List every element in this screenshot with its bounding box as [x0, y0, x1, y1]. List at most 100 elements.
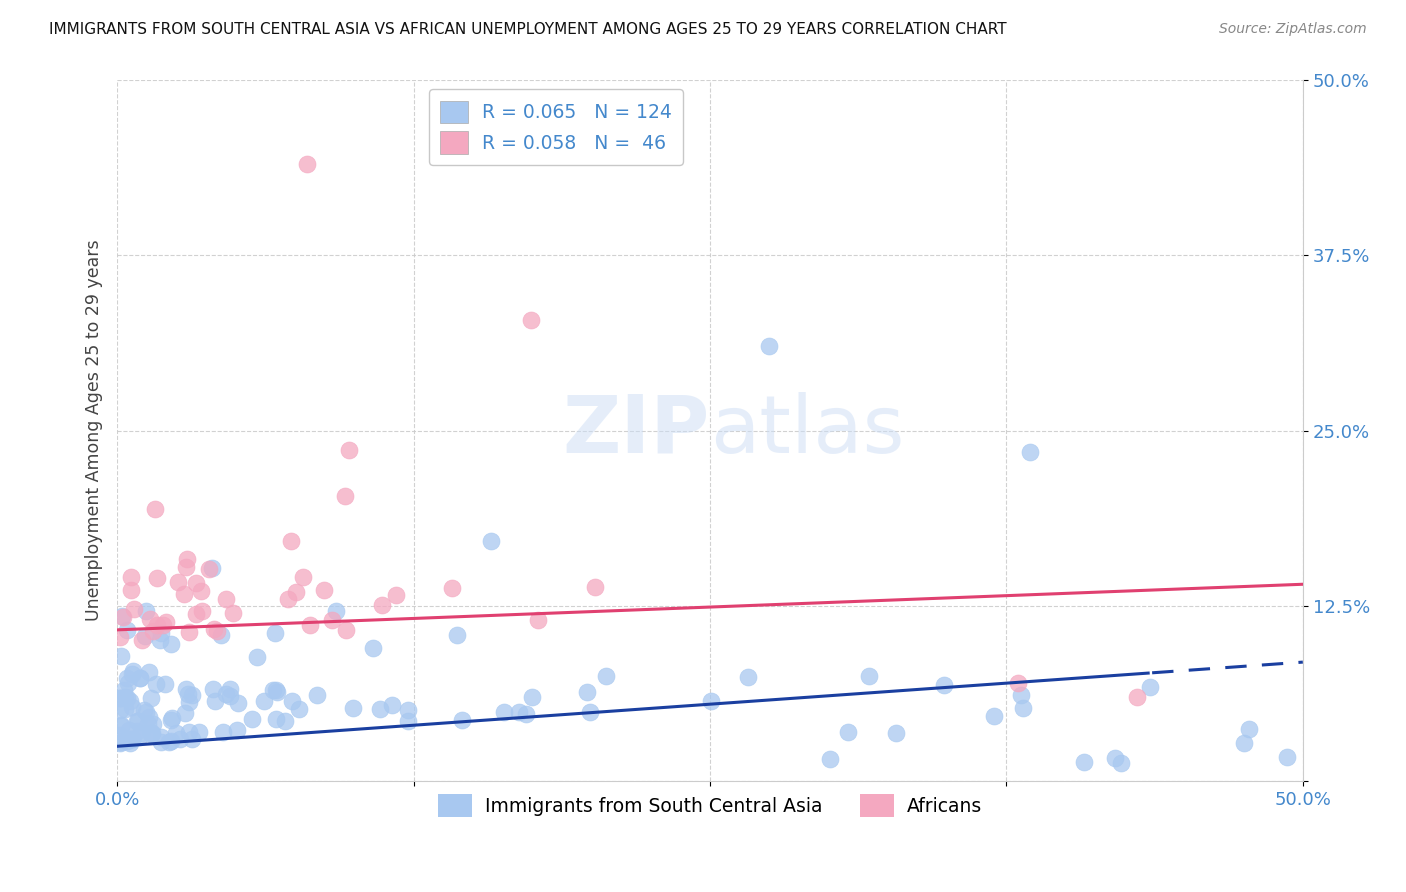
Point: [190, 583, 212, 598]
Point: [325, 603, 347, 617]
Point: [288, 702, 311, 716]
Point: [201, 560, 224, 574]
Point: [146, 571, 169, 585]
Point: [108, 703, 131, 717]
Point: [138, 710, 160, 724]
Point: [215, 687, 238, 701]
Point: [108, 630, 131, 644]
Point: [361, 640, 384, 655]
Point: [139, 612, 162, 626]
Point: [190, 604, 212, 618]
Point: [700, 693, 723, 707]
Point: [305, 688, 328, 702]
Point: [527, 613, 550, 627]
Point: [131, 726, 153, 740]
Point: [115, 691, 138, 706]
Point: [1011, 701, 1033, 715]
Point: [266, 684, 288, 698]
Point: [201, 682, 224, 697]
Point: [219, 681, 242, 696]
Point: [520, 690, 543, 704]
Point: [177, 624, 200, 639]
Point: [1139, 681, 1161, 695]
Point: [520, 313, 543, 327]
Point: [983, 708, 1005, 723]
Point: [209, 628, 232, 642]
Point: [225, 723, 247, 737]
Point: [121, 667, 143, 681]
Point: [110, 648, 132, 663]
Text: ZIP: ZIP: [562, 392, 710, 470]
Point: [153, 677, 176, 691]
Point: [128, 671, 150, 685]
Point: [385, 588, 408, 602]
Point: [118, 736, 141, 750]
Point: [291, 570, 314, 584]
Point: [165, 725, 187, 739]
Point: [176, 687, 198, 701]
Point: [583, 580, 606, 594]
Point: [115, 734, 138, 748]
Point: [820, 751, 842, 765]
Point: [758, 339, 780, 353]
Point: [934, 678, 956, 692]
Point: [132, 703, 155, 717]
Point: [222, 606, 245, 620]
Point: [110, 718, 132, 732]
Point: [246, 650, 269, 665]
Point: [141, 691, 163, 706]
Point: [117, 723, 139, 738]
Point: [280, 533, 302, 548]
Point: [141, 726, 163, 740]
Point: [127, 723, 149, 738]
Point: [121, 731, 143, 746]
Point: [149, 734, 172, 748]
Point: [160, 733, 183, 747]
Point: [141, 726, 163, 740]
Point: [204, 693, 226, 707]
Point: [174, 682, 197, 697]
Text: Source: ZipAtlas.com: Source: ZipAtlas.com: [1219, 22, 1367, 37]
Point: [186, 576, 208, 591]
Point: [277, 592, 299, 607]
Point: [128, 671, 150, 685]
Point: [858, 668, 880, 682]
Point: [160, 713, 183, 727]
Point: [396, 714, 419, 728]
Point: [264, 626, 287, 640]
Point: [121, 665, 143, 679]
Point: [396, 703, 419, 717]
Point: [145, 676, 167, 690]
Point: [146, 617, 169, 632]
Point: [108, 690, 131, 705]
Point: [450, 713, 472, 727]
Point: [1073, 755, 1095, 769]
Point: [1010, 688, 1032, 702]
Point: [197, 562, 219, 576]
Point: [284, 585, 307, 599]
Point: [176, 551, 198, 566]
Point: [381, 698, 404, 712]
Point: [121, 700, 143, 714]
Point: [1007, 676, 1029, 690]
Point: [184, 607, 207, 621]
Point: [162, 711, 184, 725]
Point: [149, 632, 172, 647]
Point: [117, 676, 139, 690]
Point: [837, 724, 859, 739]
Point: [179, 695, 201, 709]
Point: [1126, 690, 1149, 705]
Point: [1111, 756, 1133, 770]
Point: [492, 706, 515, 720]
Point: [142, 624, 165, 639]
Point: [157, 735, 180, 749]
Point: [264, 712, 287, 726]
Y-axis label: Unemployment Among Ages 25 to 29 years: Unemployment Among Ages 25 to 29 years: [86, 240, 103, 622]
Point: [202, 623, 225, 637]
Point: [579, 705, 602, 719]
Point: [150, 730, 173, 744]
Point: [737, 670, 759, 684]
Point: [114, 690, 136, 704]
Point: [149, 625, 172, 640]
Point: [575, 684, 598, 698]
